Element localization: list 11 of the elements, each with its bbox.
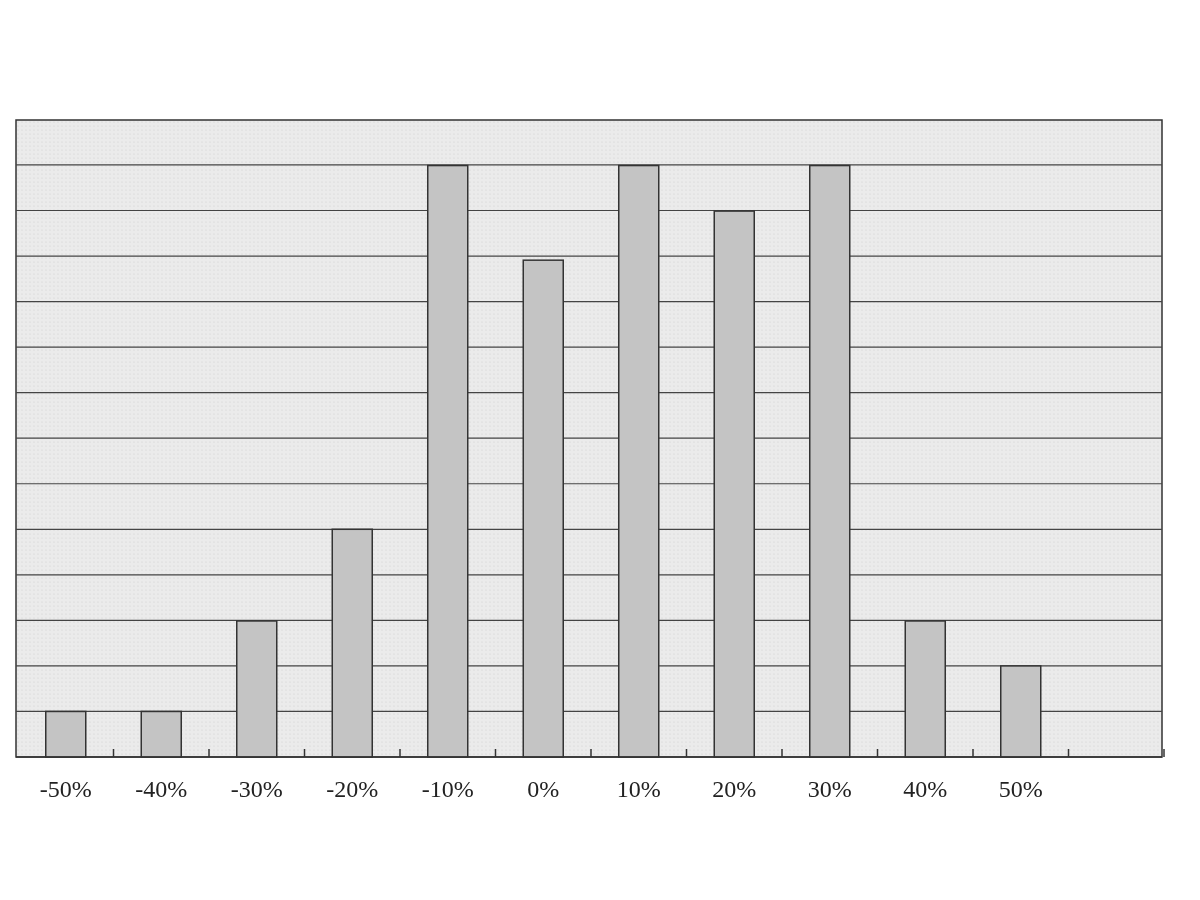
x-tick-label: 20% xyxy=(712,776,757,802)
x-tick-label: 0% xyxy=(527,776,560,802)
x-tick-label: 10% xyxy=(616,776,661,802)
x-tick-label: 30% xyxy=(807,776,852,802)
x-tick-label: -20% xyxy=(326,776,379,802)
x-tick-label: -30% xyxy=(230,776,283,802)
x-tick-label: 40% xyxy=(903,776,948,802)
x-tick-label: -10% xyxy=(421,776,474,802)
x-tick-label: -50% xyxy=(39,776,92,802)
x-tick-label: 50% xyxy=(998,776,1043,802)
x-tick-label: -40% xyxy=(135,776,188,802)
